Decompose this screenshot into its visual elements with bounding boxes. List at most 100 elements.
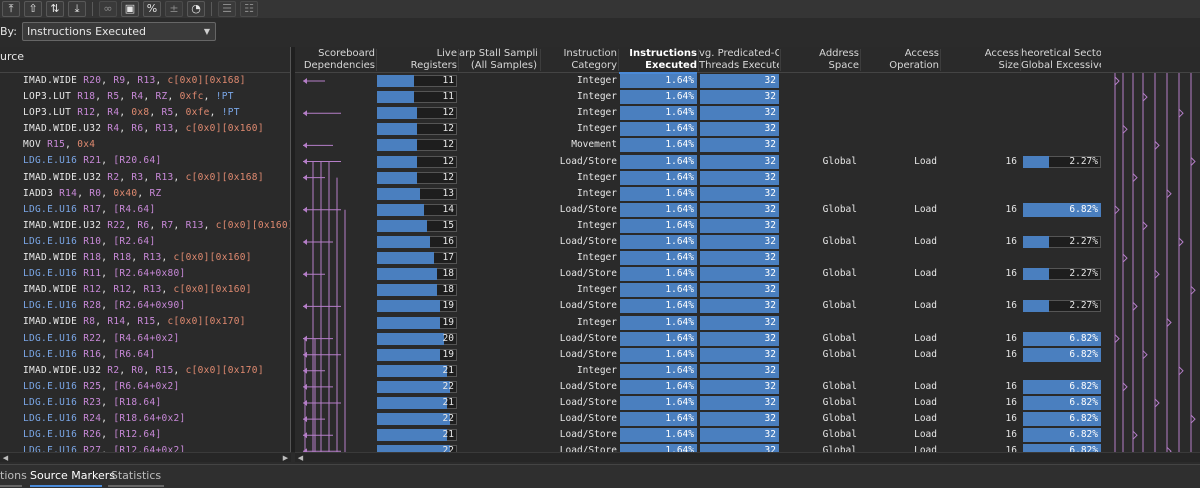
column-header[interactable]: Address Space bbox=[781, 48, 859, 72]
source-hscrollbar[interactable]: ◀ ▶ bbox=[0, 452, 291, 462]
metrics-row[interactable]: 22 Load/Store 1.64% 32 Global Load 16 6.82% bbox=[295, 411, 1115, 427]
punctuation: , bbox=[101, 348, 114, 360]
column-header[interactable]: Instruction Category bbox=[541, 48, 617, 72]
metrics-row[interactable]: 21 Integer 1.64% 32 bbox=[295, 363, 1115, 379]
metrics-row[interactable]: 19 Load/Store 1.64% 32 Global Load 16 6.82% bbox=[295, 347, 1115, 363]
column-divider[interactable] bbox=[376, 49, 377, 71]
metrics-row[interactable]: 14 Load/Store 1.64% 32 Global Load 16 6.82% bbox=[295, 202, 1115, 218]
address-space: Global bbox=[822, 203, 857, 215]
column-header[interactable]: Access Size bbox=[941, 48, 1019, 72]
step-down-icon[interactable]: ⤓ bbox=[68, 1, 86, 17]
metrics-row[interactable]: 20 Load/Store 1.64% 32 Global Load 16 6.82% bbox=[295, 331, 1115, 347]
metrics-row[interactable]: 11 Integer 1.64% 32 bbox=[295, 89, 1115, 105]
metrics-row[interactable]: 11 Integer 1.64% 32 bbox=[295, 73, 1115, 89]
pie-icon[interactable]: ◔ bbox=[187, 1, 205, 17]
source-line[interactable]: LDG.E.U16 R25, [R6.64+0x2] bbox=[0, 379, 290, 395]
step-up-icon[interactable]: ⇧ bbox=[24, 1, 42, 17]
scroll-left-icon[interactable]: ◀ bbox=[2, 454, 9, 462]
source-line[interactable]: IMAD.WIDE R12, R12, R13, c[0x0][0x160] bbox=[0, 282, 290, 298]
metrics-row[interactable]: 18 Integer 1.64% 32 bbox=[295, 282, 1115, 298]
tab-statistics[interactable]: Statistics bbox=[108, 469, 164, 487]
metrics-row[interactable]: 12 Integer 1.64% 32 bbox=[295, 121, 1115, 137]
source-line[interactable]: LDG.E.U16 R27, [R12.64+0x2] bbox=[0, 443, 290, 452]
operand: 0xfe bbox=[185, 107, 210, 119]
source-line[interactable]: IMAD.WIDE.U32 R2, R0, R15, c[0x0][0x170] bbox=[0, 363, 290, 379]
metrics-row[interactable]: 21 Load/Store 1.64% 32 Global Load 16 6.82% bbox=[295, 395, 1115, 411]
live-registers-bar bbox=[377, 155, 417, 168]
column-divider[interactable] bbox=[780, 49, 781, 71]
metrics-row[interactable]: 12 Integer 1.64% 32 bbox=[295, 105, 1115, 121]
source-line[interactable]: LDG.E.U16 R11, [R2.64+0x80] bbox=[0, 266, 290, 282]
column-header[interactable]: Instructions Executed bbox=[619, 48, 697, 74]
metrics-row[interactable]: 19 Load/Store 1.64% 32 Global Load 16 2.27% bbox=[295, 298, 1115, 314]
metrics-row[interactable]: 15 Integer 1.64% 32 bbox=[295, 218, 1115, 234]
scroll-left-icon[interactable]: ◀ bbox=[297, 454, 304, 462]
source-line[interactable]: IMAD.WIDE.U32 R4, R6, R13, c[0x0][0x160] bbox=[0, 121, 290, 137]
metrics-row[interactable]: 12 Integer 1.64% 32 bbox=[295, 170, 1115, 186]
column-header[interactable]: heoretical SectorsGlobal Excessive bbox=[1021, 48, 1101, 72]
metrics-row[interactable]: 21 Load/Store 1.64% 32 Global Load 16 6.82% bbox=[295, 427, 1115, 443]
source-line[interactable]: IMAD.WIDE.U32 R2, R3, R13, c[0x0][0x168] bbox=[0, 170, 290, 186]
source-header[interactable]: urce bbox=[0, 47, 290, 73]
source-line[interactable]: IMAD.WIDE R20, R9, R13, c[0x0][0x168] bbox=[0, 73, 290, 89]
tab-source-markers[interactable]: Source Markers bbox=[30, 469, 115, 487]
column-divider[interactable] bbox=[540, 49, 541, 71]
arrow-up-icon[interactable]: ⤒ bbox=[2, 1, 20, 17]
source-line[interactable]: IMAD.WIDE R8, R14, R15, c[0x0][0x170] bbox=[0, 314, 290, 330]
sectors-excessive: 6.82% bbox=[1023, 444, 1101, 452]
source-line[interactable]: LDG.E.U16 R22, [R4.64+0x2] bbox=[0, 331, 290, 347]
column-divider[interactable] bbox=[860, 49, 861, 71]
column-divider[interactable] bbox=[1020, 49, 1021, 71]
source-line[interactable]: LDG.E.U16 R16, [R6.64] bbox=[0, 347, 290, 363]
live-registers-value: 11 bbox=[442, 75, 454, 86]
bar-icon[interactable]: ± bbox=[165, 1, 183, 17]
metrics-row[interactable]: 17 Integer 1.64% 32 bbox=[295, 250, 1115, 266]
source-line[interactable]: LDG.E.U16 R21, [R20.64] bbox=[0, 153, 290, 169]
column-divider[interactable] bbox=[940, 49, 941, 71]
source-line[interactable]: MOV R15, 0x4 bbox=[0, 137, 290, 153]
scroll-right-icon[interactable]: ▶ bbox=[282, 454, 289, 462]
source-line[interactable]: LDG.E.U16 R28, [R2.64+0x90] bbox=[0, 298, 290, 314]
layout-top-icon[interactable]: ☰ bbox=[218, 1, 236, 17]
sort-icon[interactable]: ⇅ bbox=[46, 1, 64, 17]
source-line[interactable]: IMAD.WIDE.U32 R22, R6, R7, R13, c[0x0][0… bbox=[0, 218, 290, 234]
metrics-row[interactable]: 13 Integer 1.64% 32 bbox=[295, 186, 1115, 202]
metrics-hscrollbar[interactable]: ◀ bbox=[295, 452, 1200, 462]
metrics-row[interactable]: 19 Integer 1.64% 32 bbox=[295, 315, 1115, 331]
metrics-row[interactable]: 22 Load/Store 1.64% 32 Global Load 16 6.82% bbox=[295, 443, 1115, 452]
metrics-row[interactable]: 12 Movement 1.64% 32 bbox=[295, 137, 1115, 153]
column-header[interactable]: vg. Predicated-OnThreads Executed bbox=[699, 48, 779, 72]
layout-bottom-icon[interactable]: ☷ bbox=[240, 1, 258, 17]
pane-splitter[interactable] bbox=[291, 47, 295, 452]
source-line[interactable]: IADD3 R14, R0, 0x40, RZ bbox=[0, 186, 290, 202]
metrics-row[interactable]: 22 Load/Store 1.64% 32 Global Load 16 6.82% bbox=[295, 379, 1115, 395]
link-icon[interactable]: ∞ bbox=[99, 1, 117, 17]
column-header[interactable]: Scoreboard Dependencies bbox=[295, 48, 375, 72]
source-line[interactable]: LDG.E.U16 R17, [R4.64] bbox=[0, 202, 290, 218]
source-line[interactable]: LDG.E.U16 R23, [R18.64] bbox=[0, 395, 290, 411]
address-space: Global bbox=[822, 155, 857, 167]
column-divider[interactable] bbox=[618, 49, 619, 71]
branch-arrow-icon bbox=[1178, 365, 1184, 377]
source-line[interactable]: LDG.E.U16 R26, [R12.64] bbox=[0, 427, 290, 443]
source-line[interactable]: LDG.E.U16 R10, [R2.64] bbox=[0, 234, 290, 250]
metrics-row[interactable]: 12 Load/Store 1.64% 32 Global Load 16 2.27% bbox=[295, 154, 1115, 170]
tab-functions[interactable]: tions bbox=[0, 469, 27, 487]
metrics-row[interactable]: 16 Load/Store 1.64% 32 Global Load 16 2.27% bbox=[295, 234, 1115, 250]
column-header[interactable]: arp Stall Sampling(All Samples) bbox=[459, 48, 537, 72]
metrics-row[interactable]: 18 Load/Store 1.64% 32 Global Load 16 2.27% bbox=[295, 266, 1115, 282]
source-line[interactable]: LDG.E.U16 R24, [R18.64+0x2] bbox=[0, 411, 290, 427]
operand: [R2.64+0x90] bbox=[113, 300, 186, 312]
save-icon[interactable]: ▣ bbox=[121, 1, 139, 17]
column-header[interactable]: Access Operation bbox=[861, 48, 939, 72]
source-line[interactable]: LOP3.LUT R12, R4, 0x8, R5, 0xfe, !PT bbox=[0, 105, 290, 121]
column-divider[interactable] bbox=[698, 49, 699, 71]
source-line[interactable]: IMAD.WIDE R18, R18, R13, c[0x0][0x160] bbox=[0, 250, 290, 266]
column-divider[interactable] bbox=[458, 49, 459, 71]
column-header[interactable]: Live Registers bbox=[377, 48, 457, 72]
live-registers-bar bbox=[377, 171, 417, 184]
source-line[interactable]: LOP3.LUT R18, R5, R4, RZ, 0xfc, !PT bbox=[0, 89, 290, 105]
percent-icon[interactable]: % bbox=[143, 1, 161, 17]
instruction-category: Integer bbox=[576, 171, 617, 183]
sort-dropdown[interactable]: Instructions Executed ▼ bbox=[21, 21, 216, 41]
